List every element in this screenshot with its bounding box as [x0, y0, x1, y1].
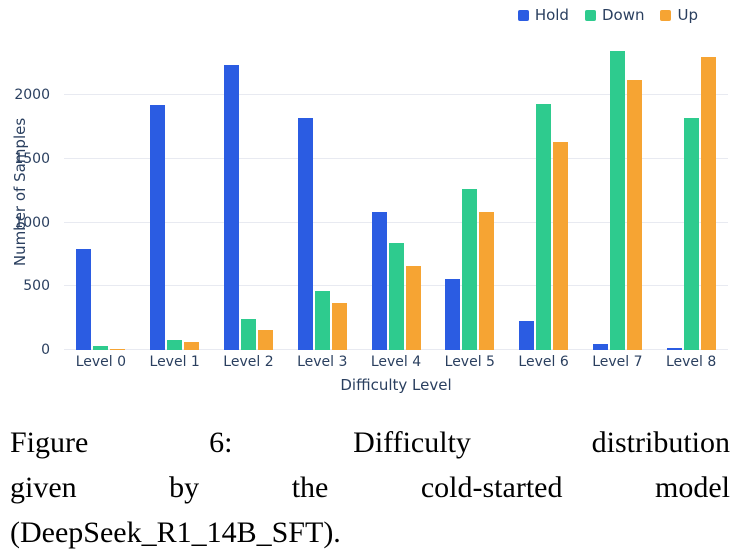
bar-group-level-3 — [285, 34, 359, 350]
bar-group-level-5 — [433, 34, 507, 350]
x-tick-label: Level 4 — [370, 354, 422, 370]
bar-up-level-1 — [184, 342, 200, 350]
x-axis-ticks: Level 0 Level 1 Level 2 Level 3 Level 4 Level… — [64, 354, 728, 370]
chart-legend: Hold Down Up — [517, 6, 698, 24]
bar-group-level-2 — [212, 34, 286, 350]
figure-caption: Figure 6: Difficulty distribution given … — [10, 420, 730, 554]
bar-up-level-8 — [700, 56, 716, 350]
bar-down-level-4 — [388, 242, 404, 350]
x-tick-label: Level 7 — [592, 354, 643, 370]
bar-hold-level-0 — [76, 249, 92, 350]
gridline — [64, 221, 728, 223]
legend-item-down: Down — [584, 6, 645, 24]
bar-group-level-1 — [138, 34, 212, 350]
y-tick-label: 0 — [41, 342, 50, 358]
bar-hold-level-6 — [519, 320, 535, 350]
bar-up-level-6 — [553, 142, 569, 350]
legend-item-up: Up — [660, 6, 698, 24]
bar-down-level-2 — [240, 319, 256, 350]
x-tick-label: Level 3 — [297, 354, 348, 370]
bar-hold-level-8 — [666, 348, 682, 350]
bar-down-level-6 — [536, 104, 552, 350]
gridline — [64, 94, 728, 96]
bar-group-level-8 — [654, 34, 728, 350]
x-tick-label: Level 0 — [75, 354, 127, 370]
bar-down-level-1 — [167, 339, 183, 350]
x-tick-label: Level 6 — [518, 354, 569, 370]
legend-item-hold: Hold — [517, 6, 569, 24]
gridline — [64, 157, 728, 159]
y-axis-ticks: 0 500 1000 1500 2000 — [0, 34, 56, 358]
caption-line-2: given by the cold-started model — [10, 471, 730, 504]
bar-hold-level-2 — [223, 64, 239, 350]
bar-down-level-5 — [462, 189, 478, 350]
y-tick-label: 1000 — [14, 214, 50, 231]
bar-hold-level-5 — [445, 278, 461, 350]
y-tick-label: 2000 — [14, 87, 50, 104]
bar-group-level-0 — [64, 34, 138, 350]
bar-groups — [64, 34, 728, 350]
bar-hold-level-1 — [150, 105, 166, 350]
plot-area — [64, 34, 728, 350]
bar-down-level-3 — [314, 291, 330, 350]
x-tick-label: Level 5 — [444, 354, 495, 370]
x-tick-label: Level 1 — [149, 354, 200, 370]
bar-group-level-6 — [507, 34, 581, 350]
bar-group-level-4 — [359, 34, 433, 350]
bar-hold-level-4 — [371, 212, 387, 350]
x-axis-title: Difficulty Level — [340, 376, 452, 394]
x-tick-label: Level 8 — [665, 354, 717, 370]
bar-down-level-7 — [609, 50, 625, 350]
y-tick-label: 1500 — [14, 150, 50, 167]
legend-label-up: Up — [677, 6, 698, 24]
legend-swatch-down-icon — [584, 9, 596, 21]
bar-up-level-3 — [331, 302, 347, 350]
y-tick-label: 500 — [23, 278, 50, 295]
bar-down-level-0 — [93, 346, 109, 350]
bar-hold-level-3 — [297, 118, 313, 350]
legend-label-down: Down — [601, 6, 645, 24]
bar-up-level-5 — [479, 212, 495, 350]
bar-up-level-2 — [257, 329, 273, 350]
legend-swatch-hold-icon — [517, 9, 529, 21]
caption-line-3: (DeepSeek_R1_14B_SFT). — [10, 516, 341, 549]
legend-swatch-up-icon — [660, 9, 672, 21]
bar-down-level-8 — [683, 118, 699, 350]
bar-up-level-0 — [110, 348, 126, 350]
legend-label-hold: Hold — [534, 6, 569, 24]
x-tick-label: Level 2 — [223, 354, 274, 370]
bar-up-level-7 — [626, 79, 642, 350]
caption-line-1: Figure 6: Difficulty distribution — [10, 426, 730, 459]
bar-up-level-4 — [405, 265, 421, 350]
bar-hold-level-7 — [592, 343, 608, 350]
bar-group-level-7 — [580, 34, 654, 350]
